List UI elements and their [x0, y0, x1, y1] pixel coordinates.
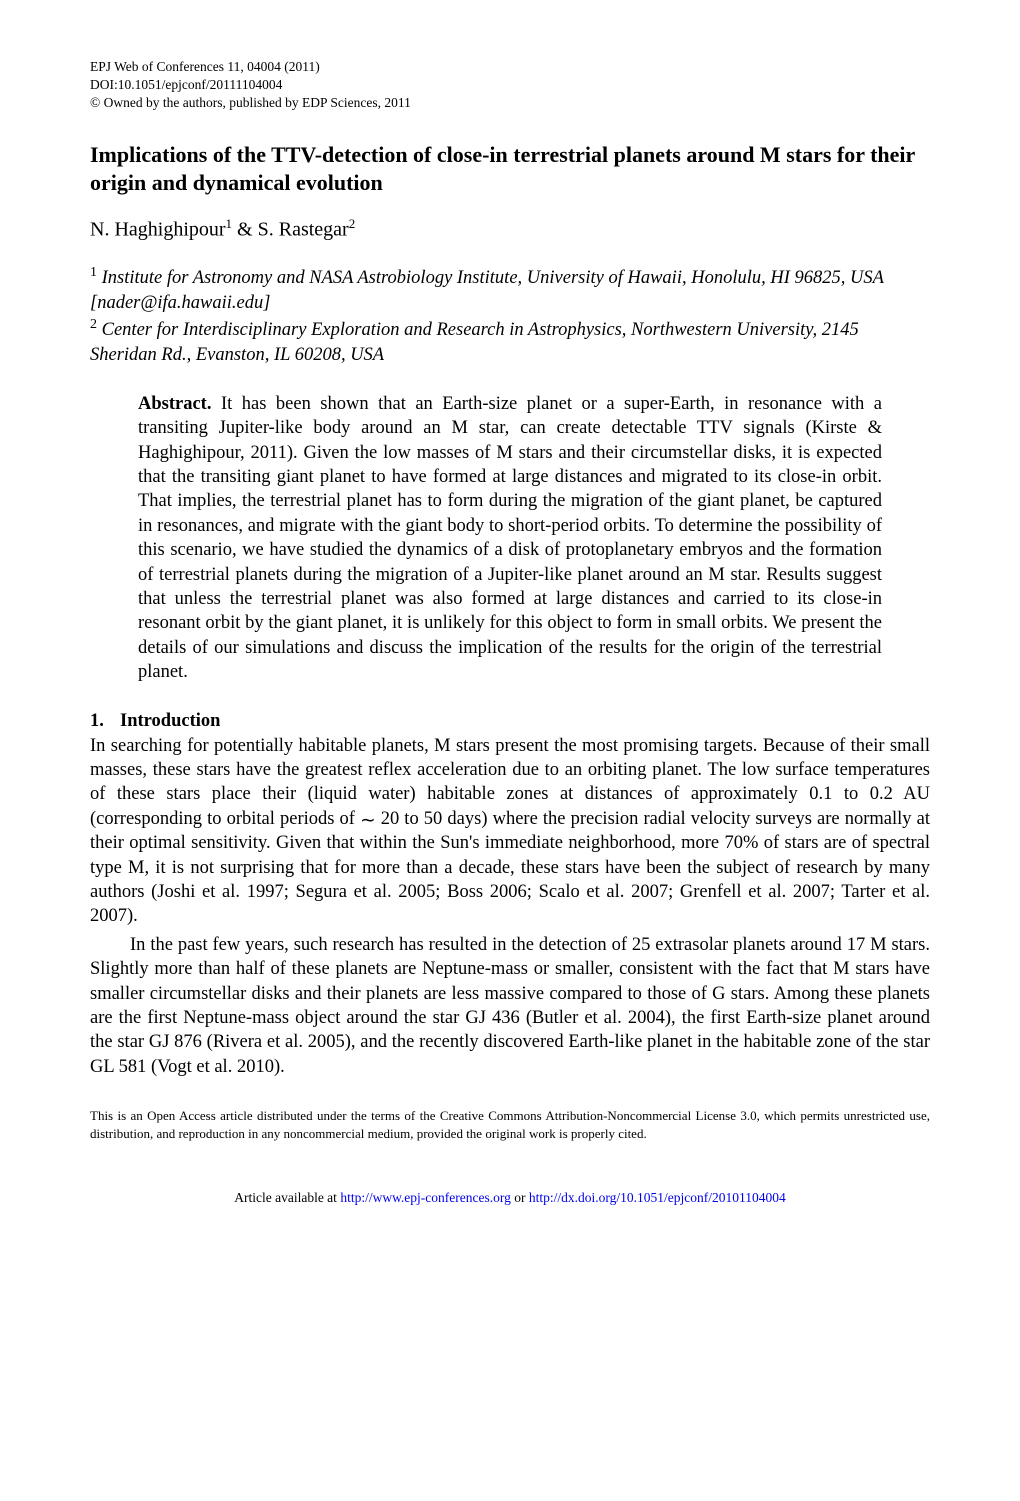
- abstract-label: Abstract.: [138, 394, 211, 414]
- paper-title: Implications of the TTV-detection of clo…: [90, 141, 930, 198]
- section-1-body: In searching for potentially habitable p…: [90, 734, 930, 1080]
- abstract: Abstract. It has been shown that an Eart…: [138, 392, 882, 685]
- section-1-heading: 1.Introduction: [90, 711, 930, 732]
- copyright-line: © Owned by the authors, published by EDP…: [90, 94, 930, 112]
- affiliation-1-text: Institute for Astronomy and NASA Astrobi…: [90, 268, 884, 313]
- affiliation-1: 1 Institute for Astronomy and NASA Astro…: [90, 264, 930, 316]
- availability-mid: or: [511, 1190, 529, 1205]
- availability-prefix: Article available at: [234, 1190, 340, 1205]
- section-1-para-1: In searching for potentially habitable p…: [90, 734, 930, 929]
- license-note: This is an Open Access article distribut…: [90, 1107, 930, 1142]
- doi-link[interactable]: http://dx.doi.org/10.1051/epjconf/201011…: [529, 1190, 786, 1205]
- affiliations: 1 Institute for Astronomy and NASA Astro…: [90, 264, 930, 368]
- affiliation-2-sup: 2: [90, 317, 97, 332]
- publication-header: EPJ Web of Conferences 11, 04004 (2011) …: [90, 58, 930, 113]
- author-2-name: S. Rastegar: [258, 219, 349, 241]
- author-1-name: N. Haghighipour: [90, 219, 226, 241]
- affiliation-2: 2 Center for Interdisciplinary Explorati…: [90, 316, 930, 368]
- approx-symbol: ∼: [360, 811, 376, 831]
- section-1-number: 1.: [90, 711, 120, 732]
- affiliation-2-text: Center for Interdisciplinary Exploration…: [90, 320, 859, 365]
- epj-link[interactable]: http://www.epj-conferences.org: [340, 1190, 511, 1205]
- author-list: N. Haghighipour1 & S. Rastegar2: [90, 216, 930, 242]
- section-1-title: Introduction: [120, 711, 220, 731]
- journal-ref: EPJ Web of Conferences 11, 04004 (2011): [90, 58, 930, 76]
- affiliation-1-sup: 1: [90, 265, 97, 280]
- availability-line: Article available at http://www.epj-conf…: [90, 1190, 930, 1206]
- section-1-para-2: In the past few years, such research has…: [90, 933, 930, 1079]
- doi-line: DOI:10.1051/epjconf/20111104004: [90, 76, 930, 94]
- abstract-text: It has been shown that an Earth-size pla…: [138, 394, 882, 682]
- author-2-affil-sup: 2: [349, 216, 356, 231]
- author-separator: &: [232, 219, 258, 241]
